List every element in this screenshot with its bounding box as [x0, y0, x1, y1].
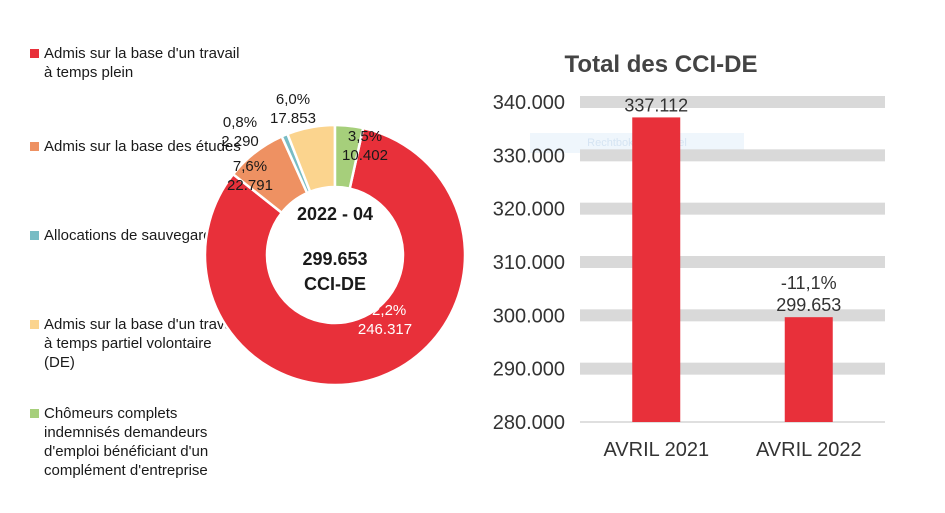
y-tick-label: 300.000 — [493, 305, 565, 327]
legend-label: Admis sur la base des études — [44, 138, 241, 155]
center-label-period: 2022 - 04 — [297, 204, 373, 224]
bar-value-label: 299.653 — [776, 295, 841, 315]
gridline-band — [580, 96, 885, 108]
x-tick-label: AVRIL 2021 — [603, 439, 709, 461]
slice-value-label: 10.402 — [342, 147, 388, 164]
donut-hole — [268, 188, 402, 322]
bar-data-labels: 337.112 299.653-11,1% — [624, 95, 841, 315]
center-label-total: 299.653 — [302, 249, 367, 269]
x-axis-ticks: AVRIL 2021 AVRIL 2022 — [603, 439, 861, 461]
bar — [784, 317, 833, 422]
bar-change-label: -11,1% — [781, 273, 837, 293]
legend-swatch — [30, 320, 39, 329]
y-axis-ticks: 280.000 290.000 300.000 310.000 320.000 330.0… — [493, 92, 565, 434]
slice-percent-label: 7,6% — [233, 158, 267, 175]
legend-label: Chômeurs complets indemnisés demandeurs … — [44, 405, 209, 479]
x-tick-label: AVRIL 2022 — [756, 439, 862, 461]
slice-percent-label: 0,8% — [223, 114, 257, 131]
gridline-band — [580, 149, 885, 162]
slice-percent-label: 3,5% — [348, 128, 382, 145]
slice-value-label: 17.853 — [270, 110, 316, 127]
legend-swatch — [30, 49, 39, 58]
y-tick-label: 320.000 — [493, 199, 565, 221]
slice-percent-label: 6,0% — [276, 91, 310, 108]
legend-label: Admis sur la base d'un travail à temps p… — [44, 316, 240, 371]
y-tick-label: 310.000 — [493, 252, 565, 274]
legend-label: Admis sur la base d'un travail à temps p… — [44, 45, 240, 81]
donut-slice — [203, 126, 467, 387]
slice-value-label: 22.791 — [227, 177, 273, 194]
slice-value-label: 246.317 — [358, 321, 412, 338]
donut-chart: 82,2% 246.317 7,6% 22.791 0,8% 2.290 6,0% 17.85… — [203, 91, 467, 387]
gridline-band — [580, 256, 885, 268]
legend-swatch — [30, 231, 39, 240]
gridline-band — [580, 202, 885, 215]
gridlines — [580, 96, 885, 423]
legend-swatch — [30, 409, 39, 418]
slice-value-label: 2.290 — [221, 133, 259, 150]
y-tick-label: 290.000 — [493, 359, 565, 381]
donut-slice — [333, 123, 365, 191]
bar-value-label: 337.112 — [624, 95, 688, 115]
legend-label: Allocations de sauvegarde — [44, 227, 220, 244]
center-label-unit: CCI-DE — [304, 274, 366, 294]
donut-labels: 82,2% 246.317 7,6% 22.791 0,8% 2.290 6,0% 17.85… — [221, 91, 412, 338]
slice-percent-label: 82,2% — [364, 302, 407, 319]
legend-swatch — [30, 142, 39, 151]
bars — [632, 117, 833, 423]
donut-slices — [203, 123, 467, 387]
gridline-band — [580, 362, 885, 375]
y-tick-label: 330.000 — [493, 145, 565, 167]
bar — [632, 117, 681, 423]
chart-title: Total des CCI-DE — [565, 51, 758, 78]
y-tick-label: 280.000 — [493, 412, 565, 434]
y-tick-label: 340.000 — [493, 92, 565, 114]
bar-chart: Total des CCI-DE 280.000 290.000 300.000 31… — [493, 51, 885, 461]
